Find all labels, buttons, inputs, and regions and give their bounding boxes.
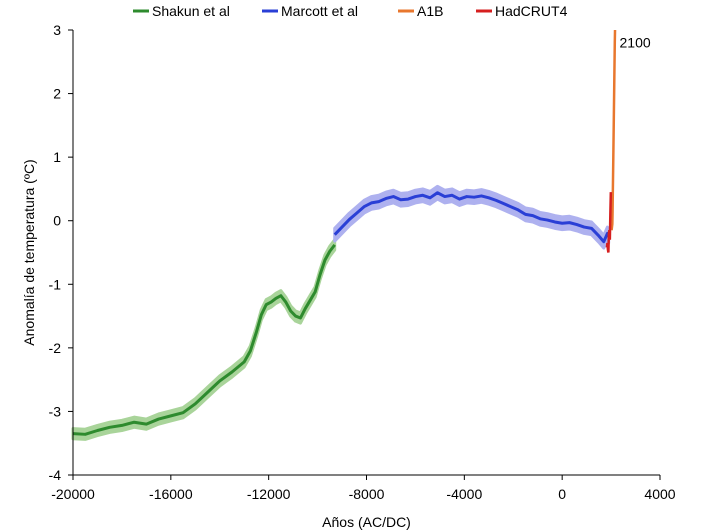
x-tick-label: 4000 <box>644 486 675 502</box>
recent-spike <box>605 29 617 253</box>
legend: Shakun et al Marcott et al A1B HadCRUT4 <box>133 3 568 19</box>
y-tick-label: -2 <box>49 340 62 356</box>
y-tick-label: -3 <box>49 403 62 419</box>
x-tick-label: -4000 <box>446 486 482 502</box>
band-shakun <box>71 238 337 441</box>
axes <box>72 30 660 476</box>
x-tick-label: -8000 <box>349 486 385 502</box>
x-tick-label: 0 <box>558 486 566 502</box>
line-marcott <box>333 191 611 244</box>
legend-label: Shakun et al <box>152 3 230 19</box>
y-axis-title: Anomalía de temperatura (ºC) <box>21 159 37 345</box>
x-tick-label: -16000 <box>149 486 193 502</box>
y-tick-label: 2 <box>53 86 61 102</box>
y-tick-label: 1 <box>53 149 61 165</box>
y-tick-label: -1 <box>49 276 62 292</box>
series-lines <box>72 191 611 436</box>
x-axis-title: Años (AC/DC) <box>322 514 411 530</box>
annotation-2100: 2100 <box>620 35 651 51</box>
y-ticks: 3 2 1 0 -1 -2 -3 -4 <box>49 22 73 483</box>
legend-label: Marcott et al <box>281 3 358 19</box>
line-shakun <box>72 243 336 436</box>
x-ticks: -20000 -16000 -12000 -8000 -4000 0 4000 <box>51 475 676 502</box>
y-tick-label: -4 <box>49 467 62 483</box>
uncertainty-bands <box>71 184 611 441</box>
y-tick-label: 0 <box>53 213 61 229</box>
legend-label: A1B <box>417 3 443 19</box>
line-a1b <box>610 29 617 231</box>
y-tick-label: 3 <box>53 22 61 38</box>
line-hadcrut4 <box>605 192 613 253</box>
legend-label: HadCRUT4 <box>495 3 568 19</box>
x-tick-label: -12000 <box>247 486 291 502</box>
x-tick-label: -20000 <box>51 486 95 502</box>
